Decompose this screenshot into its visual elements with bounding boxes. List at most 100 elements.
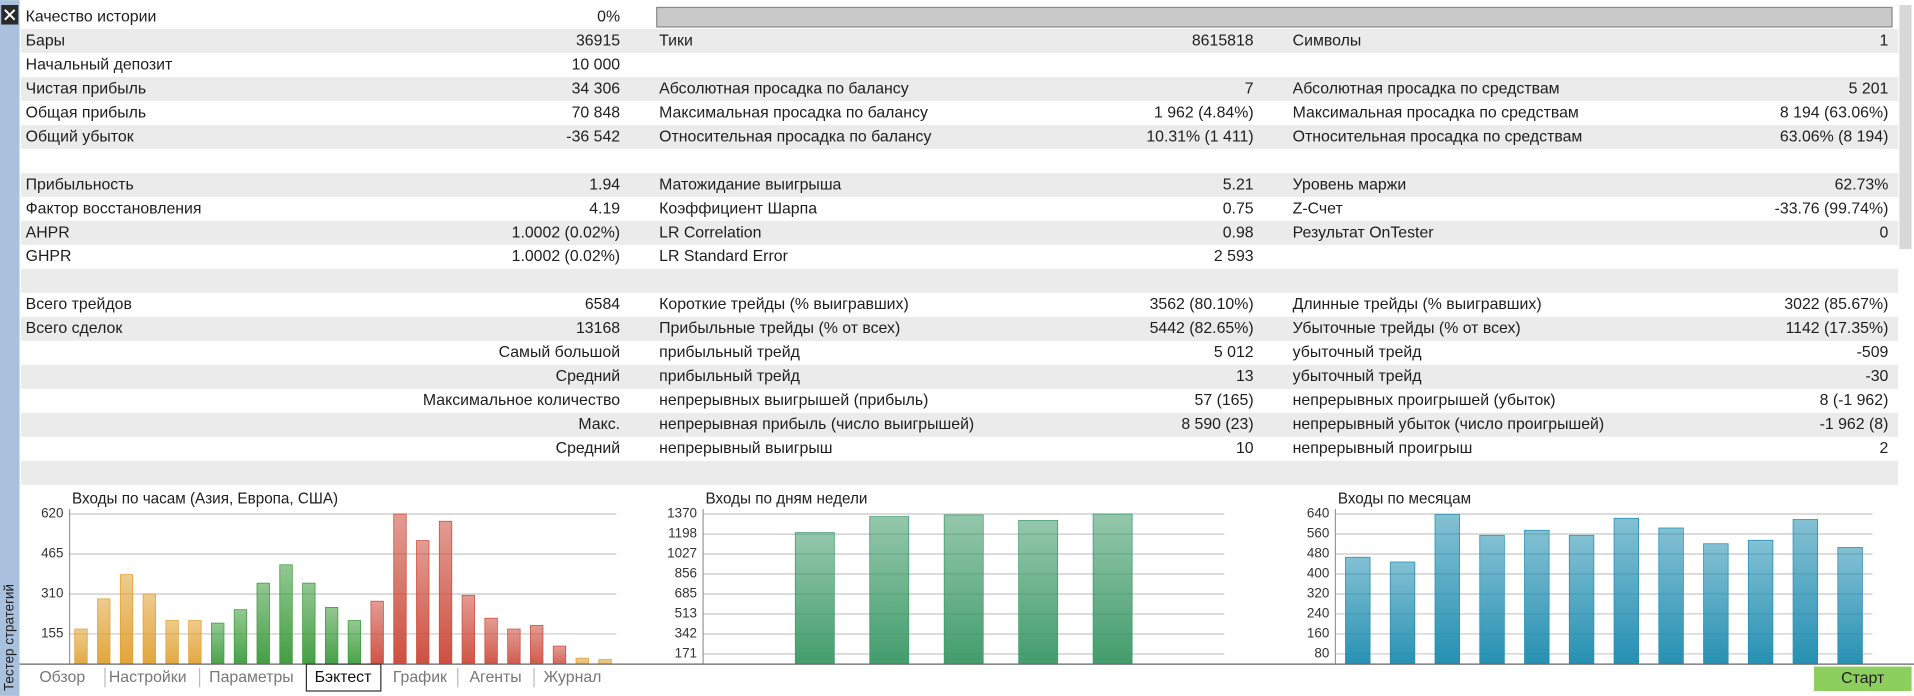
start-button[interactable] (1813, 666, 1912, 692)
cell-label: LR Correlation (659, 224, 761, 241)
bar (97, 598, 111, 675)
cell-value: 1142 (17.35%) (1785, 320, 1888, 337)
tab[interactable]: Настройки (109, 669, 187, 686)
cell-value: 70 848 (572, 104, 621, 121)
cell-label: Макс. (578, 416, 620, 433)
bar (1568, 534, 1595, 675)
bar (393, 513, 407, 675)
cell-label: Абсолютная просадка по средствам (1293, 80, 1560, 97)
cell-label: Чистая прибыль (26, 80, 147, 97)
chart-title: Входы по месяцам (1338, 490, 1471, 507)
cell-label: Максимальная просадка по балансу (659, 104, 928, 121)
quality-label: Качество истории (26, 8, 157, 25)
cell-value: 13168 (576, 320, 620, 337)
active-tab (305, 663, 382, 692)
bar (1747, 539, 1774, 675)
cell-label: AHPR (26, 224, 70, 241)
cell-label: Всего трейдов (26, 296, 132, 313)
cell-value: 2 593 (1214, 248, 1254, 265)
y-tick-label: 465 (41, 546, 63, 561)
cell-value: 36915 (576, 32, 620, 49)
cell-value: 7 (1245, 80, 1254, 97)
row-stripe (20, 412, 1899, 437)
cell-label: GHPR (26, 248, 72, 265)
cell-value: -36 542 (566, 128, 620, 145)
bar (869, 516, 910, 675)
cell-label: Максимальное количество (423, 392, 620, 409)
bar (1092, 513, 1133, 675)
cell-label: прибыльный трейд (659, 368, 800, 385)
bar (279, 564, 293, 675)
bar (461, 594, 475, 675)
bar (370, 600, 384, 675)
cell-label: непрерывных проигрышей (убыток) (1293, 392, 1556, 409)
cell-value: 10 000 (572, 56, 621, 73)
cell-label: Убыточные трейды (% от всех) (1293, 320, 1521, 337)
start-label[interactable]: Старт (1841, 670, 1884, 687)
cell-label: Короткие трейды (% выигравших) (659, 296, 909, 313)
tab[interactable]: Агенты (469, 669, 521, 686)
cell-label: Фактор восстановления (26, 200, 202, 217)
cell-value: 1 962 (4.84%) (1154, 104, 1254, 121)
cell-value: 6584 (585, 296, 620, 313)
bar (302, 582, 316, 675)
cell-value: 2 (1880, 440, 1889, 457)
cell-label: непрерывный проигрыш (1293, 440, 1473, 457)
cell-label: прибыльный трейд (659, 344, 800, 361)
y-tick-label: 310 (41, 586, 63, 601)
quality-bar (656, 6, 1893, 28)
y-tick-label: 1370 (667, 506, 697, 521)
cell-value: -30 (1865, 368, 1888, 385)
bar (794, 532, 835, 675)
tab[interactable]: Обзор (39, 669, 85, 686)
cell-value: 0.75 (1223, 200, 1254, 217)
bar (1792, 519, 1819, 675)
bar (1389, 561, 1416, 675)
bar (256, 582, 270, 675)
cell-label: Прибыльные трейды (% от всех) (659, 320, 900, 337)
cell-label: Длинные трейды (% выигравших) (1293, 296, 1542, 313)
y-tick-label: 342 (675, 626, 697, 641)
cell-label: Z-Счет (1293, 200, 1343, 217)
y-tick-label: 155 (41, 625, 63, 640)
y-tick-label: 320 (1307, 586, 1329, 601)
tab[interactable]: График (393, 669, 448, 686)
cell-label: непрерывный выигрыш (659, 440, 832, 457)
cell-value: 0.98 (1223, 224, 1254, 241)
cell-label: убыточный трейд (1293, 368, 1422, 385)
tab[interactable]: Журнал (544, 669, 602, 686)
cell-value: 5 012 (1214, 344, 1254, 361)
bar (1524, 529, 1550, 675)
y-tick-label: 1198 (668, 526, 697, 541)
chart-title: Входы по часам (Азия, Европа, США) (72, 490, 338, 507)
cell-label: Коэффициент Шарпа (659, 200, 817, 217)
y-tick-label: 171 (675, 646, 697, 661)
cell-label: Средний (556, 368, 620, 385)
cell-label: Относительная просадка по средствам (1293, 128, 1583, 145)
cell-label: Матожидание выигрыша (659, 176, 841, 193)
cell-value: 34 306 (572, 80, 621, 97)
cell-label: LR Standard Error (659, 248, 788, 265)
row-stripe (20, 364, 1899, 389)
cell-label: непрерывный убыток (число проигрышей) (1293, 416, 1604, 433)
bar (438, 520, 453, 675)
cell-label: Бары (26, 32, 65, 49)
cell-value: 5 201 (1849, 80, 1889, 97)
cell-value: -1 962 (8) (1820, 416, 1889, 433)
row-stripe (20, 76, 1899, 101)
cell-value: 57 (165) (1195, 392, 1254, 409)
scrollbar[interactable] (1899, 4, 1912, 250)
tab[interactable]: Бэктест (315, 669, 372, 686)
tab-bar (19, 664, 1914, 696)
cell-value: 10.31% (1 411) (1146, 128, 1253, 145)
cell-value: -509 (1857, 344, 1889, 361)
bar (416, 540, 430, 675)
cell-label: Самый большой (499, 344, 621, 361)
cell-label: Начальный депозит (26, 56, 173, 73)
y-tick-label: 856 (675, 566, 697, 581)
y-tick-label: 685 (675, 586, 697, 601)
tab[interactable]: Параметры (209, 669, 294, 686)
y-tick-label: 400 (1307, 566, 1329, 581)
